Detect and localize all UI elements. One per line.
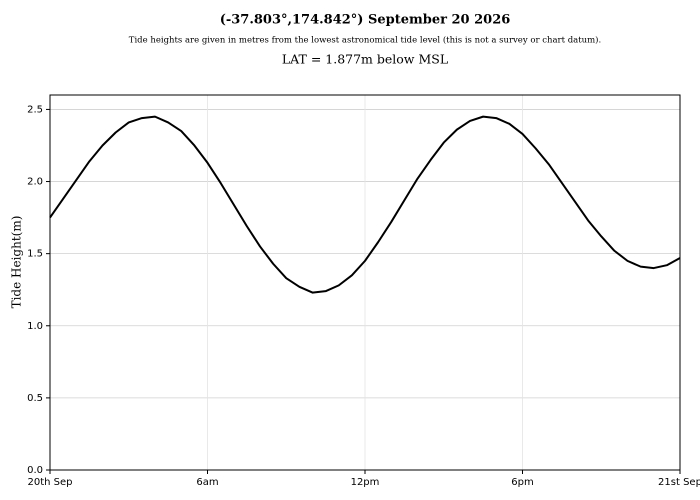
chart-title: (-37.803°,174.842°) September 20 2026	[220, 13, 511, 28]
x-tick-label: 12pm	[351, 477, 380, 488]
tide-line	[49, 115, 681, 294]
y-tick-label: 1.5	[27, 249, 43, 260]
x-tick-label: 20th Sep	[27, 477, 72, 488]
x-tick-label: 6am	[196, 477, 218, 488]
y-tick-label: 2.0	[27, 177, 43, 188]
y-tick-label: 0.0	[27, 465, 43, 476]
y-axis-label: Tide Height(m)	[10, 216, 24, 309]
y-tick-label: 2.5	[27, 104, 43, 115]
chart-subtitle: Tide heights are given in metres from th…	[129, 35, 601, 46]
y-tick-label: 0.5	[27, 393, 43, 404]
x-tick-label: 6pm	[511, 477, 533, 488]
annotation: LAT = 1.877m below MSL	[282, 52, 448, 67]
x-tick-label: 21st Sep	[658, 477, 700, 488]
plot-frame	[49, 94, 681, 471]
y-tick-label: 1.0	[27, 321, 43, 332]
